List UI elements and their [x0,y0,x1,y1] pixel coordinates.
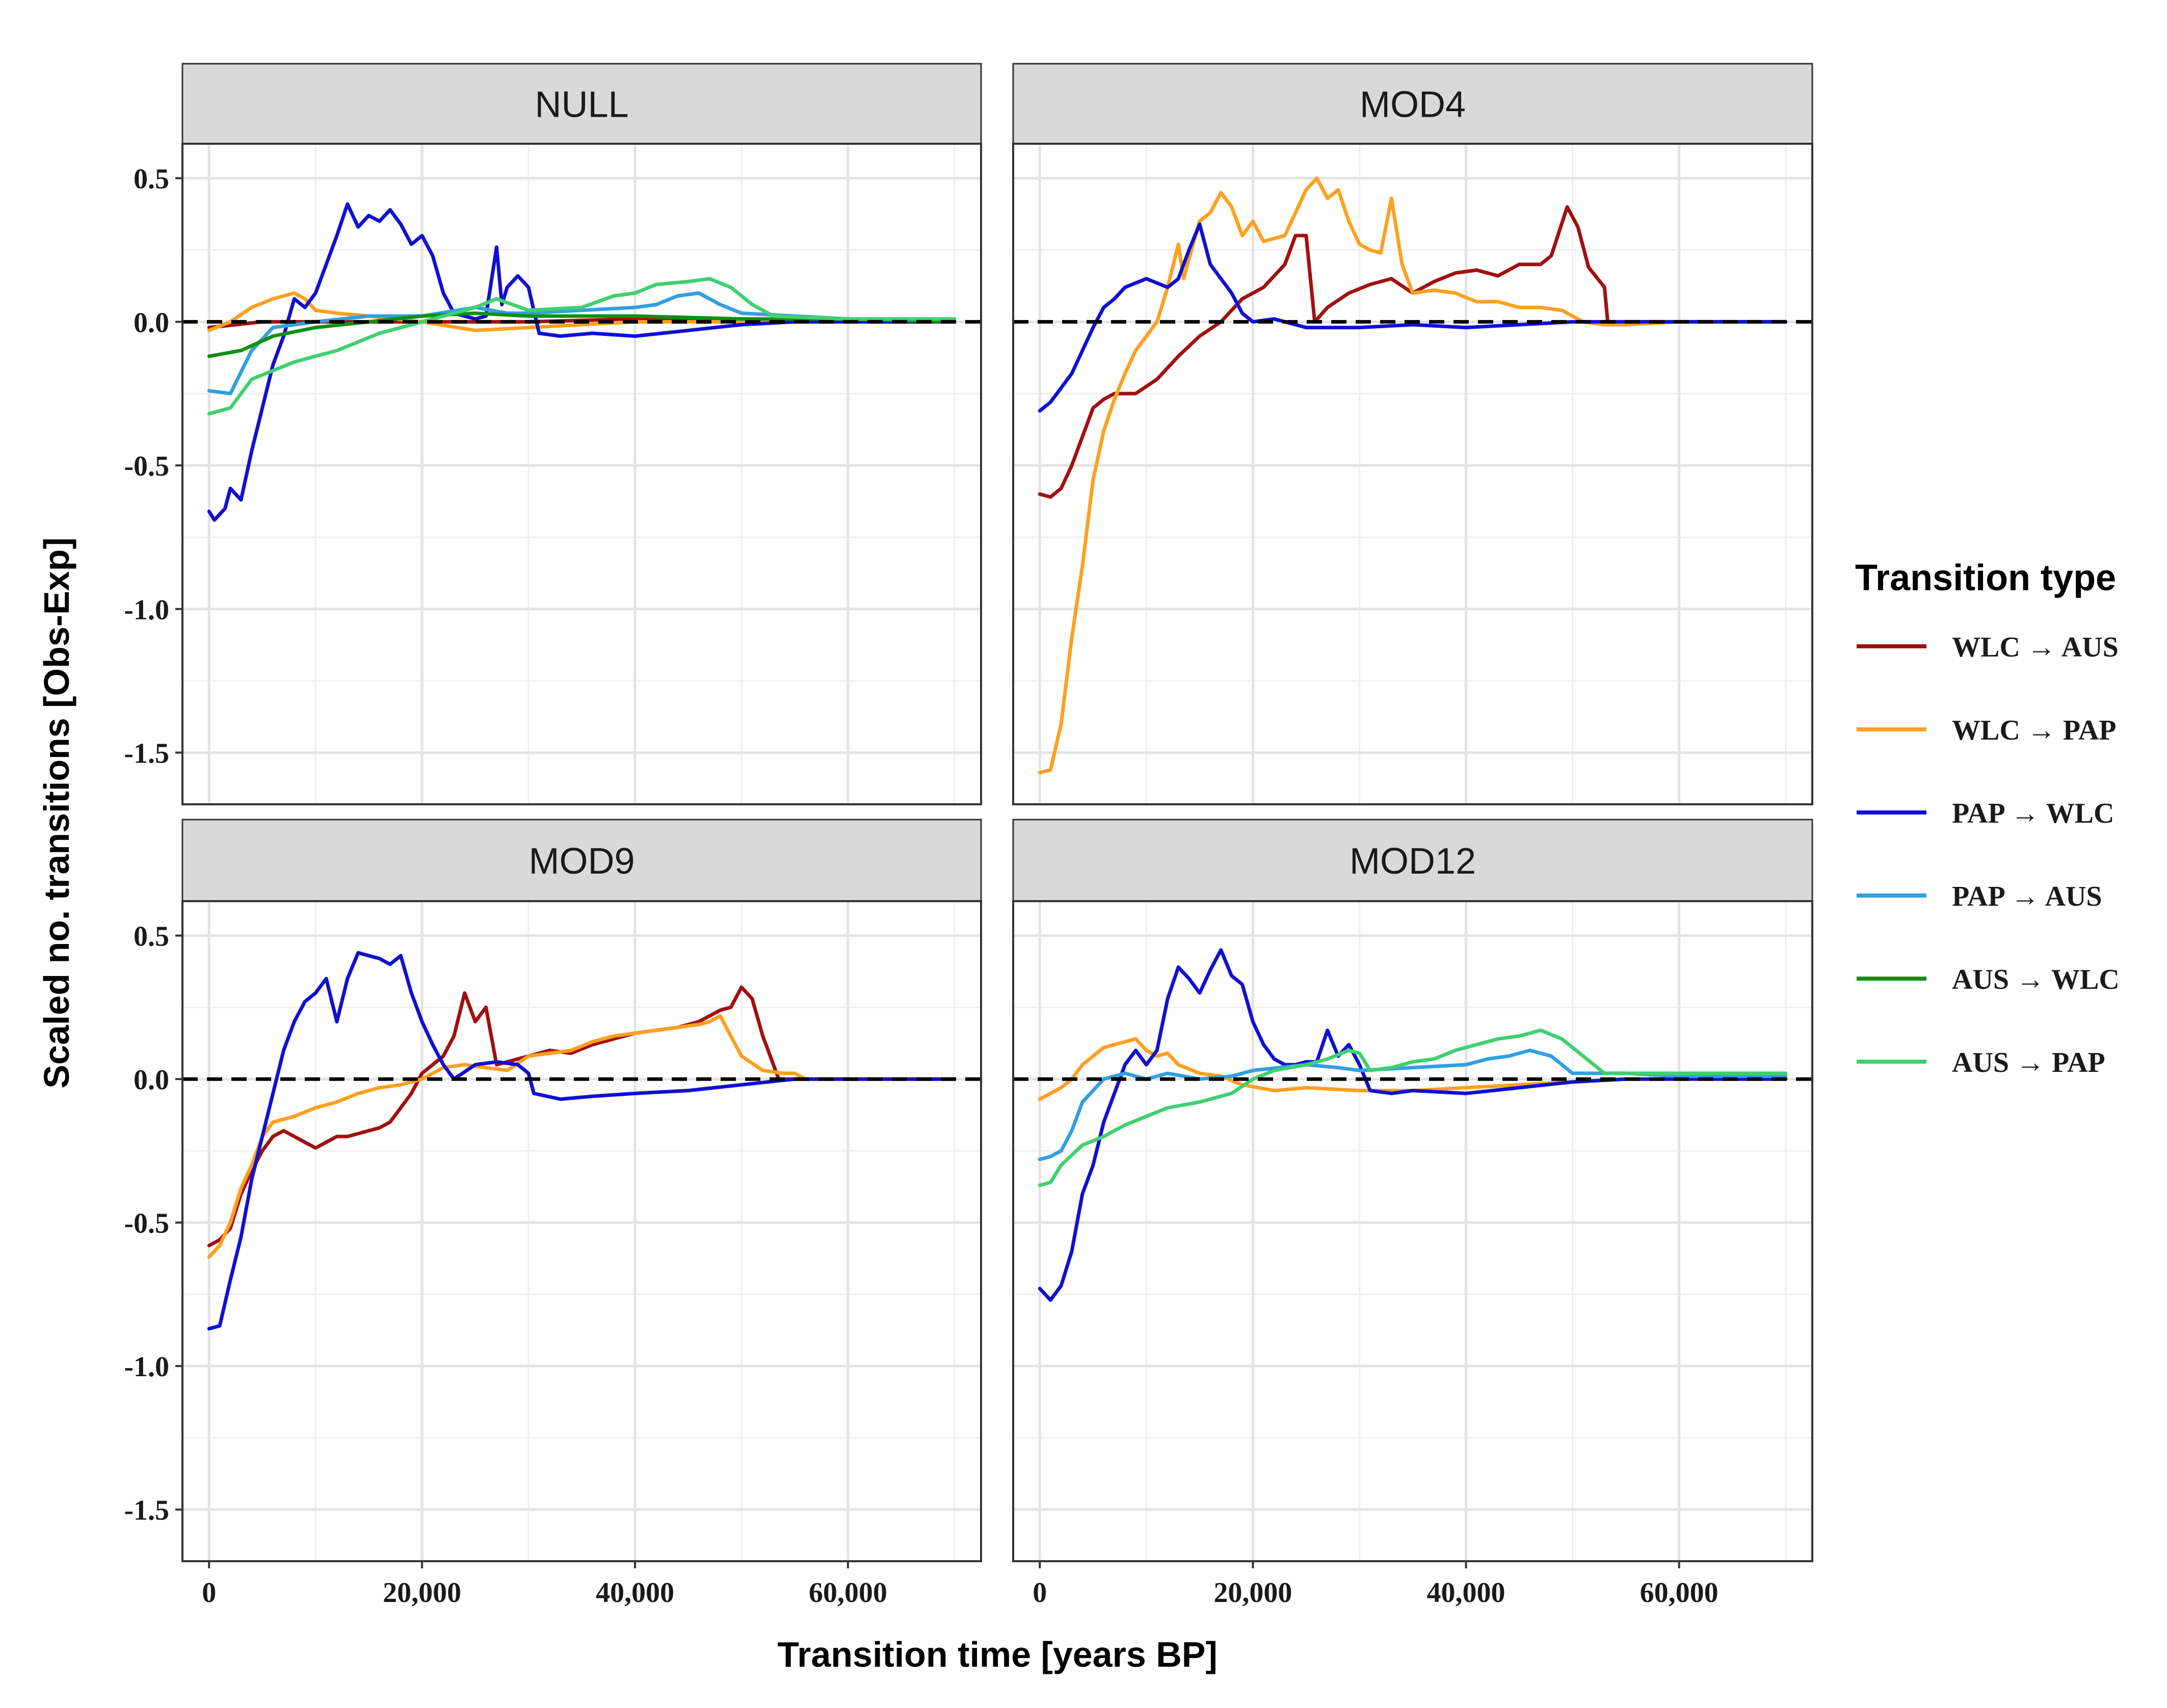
series-line-aus-pap [207,277,957,416]
plot-background [1013,901,1812,1561]
legend-label: PAP → AUS [1952,881,2102,912]
x-tick-label: 40,000 [596,1577,674,1609]
y-tick-label: -0.5 [124,451,169,482]
legend-label: AUS → WLC [1952,964,2120,995]
legend-label: WLC → PAP [1952,715,2117,746]
legend-item-wlc-aus: WLC → AUS [1857,632,2119,663]
series-line-pap-aus [1038,1048,1788,1162]
panel-null: NULL 0.5 0.0 -0.5 -1.0 -1.5 [124,63,982,805]
panel-strip [1012,819,1813,902]
panel-border [181,143,982,805]
x-tick-label: 0 [1033,1577,1047,1609]
panel-mod9: MOD9 0.5 0.0 -0.5 -1.0 -1.5 0 20,000 40,000 60,00… [124,819,982,1609]
series-line-pap-wlc [207,202,957,522]
y-axis-title: Scaled no. transitions [Obs-Exp] [37,537,76,1088]
series-line-wlc-pap [1038,1037,1788,1101]
y-tick-label: 0.5 [134,164,169,195]
panel-mod4: MOD4 [1012,63,1813,805]
legend-item-pap-aus: PAP → AUS [1857,881,2102,912]
panel-title: MOD12 [1350,841,1476,882]
y-tick-label: -1.5 [124,1495,169,1527]
panel-title: MOD9 [528,841,635,882]
x-tick-label: 20,000 [1213,1577,1292,1609]
panel-strip [181,63,982,145]
series-line-wlc-aus [207,985,957,1248]
y-tick-label: -1.0 [124,594,169,626]
legend-item-pap-wlc: PAP → WLC [1857,798,2114,829]
y-tick-label: -0.5 [124,1208,169,1240]
x-axis-title: Transition time [years BP] [777,1635,1218,1674]
series-line-wlc-aus [1038,205,1788,499]
series-line-wlc-pap [207,291,957,332]
panel-strip [181,819,982,902]
x-tick-label: 60,000 [1640,1577,1719,1609]
panel-mod12: MOD12 0 20,000 40,000 60,000 [1012,819,1813,1609]
plot-background [182,144,981,804]
legend-item-aus-wlc: AUS → WLC [1857,964,2120,995]
plot-background [1013,144,1812,804]
panel-border [1012,143,1813,805]
y-tick-label: -1.0 [124,1351,169,1383]
y-tick-label: 0.0 [134,1064,169,1096]
x-tick-label: 20,000 [383,1577,461,1609]
legend-label: PAP → WLC [1952,798,2114,829]
legend-label: AUS → PAP [1952,1047,2105,1079]
series-line-wlc-pap [207,1014,957,1259]
panel-border [181,900,982,1562]
series-line-pap-wlc [207,951,957,1331]
series-line-pap-wlc [1038,222,1788,413]
series-line-wlc-pap [1038,176,1788,775]
legend-title: Transition type [1855,558,2116,598]
legend-item-aus-pap: AUS → PAP [1857,1047,2105,1079]
panel-border [1012,900,1813,1562]
series-line-pap-wlc [1038,948,1788,1302]
x-tick-label: 40,000 [1427,1577,1505,1609]
panel-title: MOD4 [1360,85,1466,125]
legend-label: WLC → AUS [1952,632,2119,663]
x-tick-label: 60,000 [809,1577,887,1609]
x-tick-label: 0 [202,1577,216,1609]
y-tick-label: 0.0 [134,307,169,338]
plot-background [182,901,981,1561]
y-tick-label: -1.5 [124,738,169,770]
panel-title: NULL [535,85,628,125]
y-tick-label: 0.5 [134,921,169,953]
series-line-pap-aus [207,291,957,396]
series-line-aus-pap [1038,1028,1788,1187]
legend-item-wlc-pap: WLC → PAP [1857,715,2117,746]
